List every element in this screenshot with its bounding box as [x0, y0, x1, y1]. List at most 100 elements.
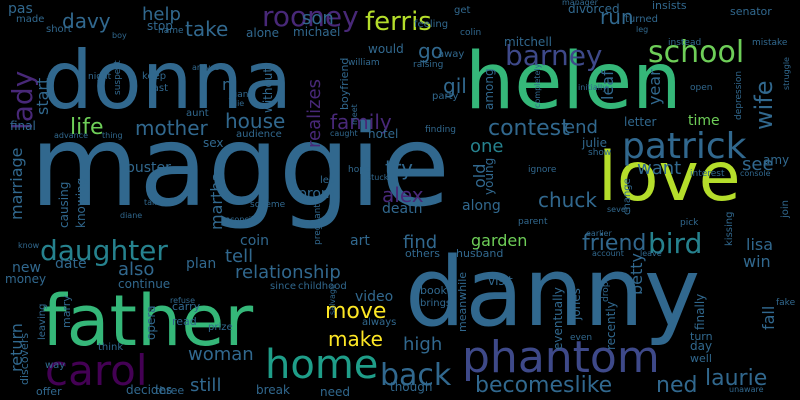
word-martha: martha: [207, 172, 226, 230]
word-also: also: [118, 259, 154, 280]
word-patrick: patrick: [622, 126, 747, 167]
word-others: others: [405, 247, 440, 260]
word-raising: raising: [413, 60, 443, 70]
word-carol: carol: [45, 346, 148, 395]
word-sex: sex: [203, 136, 224, 150]
word-knowing: knowing: [74, 178, 88, 228]
word-among: among: [482, 68, 496, 110]
word-back: back: [380, 358, 452, 393]
word-rooney: rooney: [262, 0, 359, 33]
word-leo: leo: [320, 175, 335, 186]
word-day: day: [690, 339, 712, 353]
word-wife: wife: [750, 80, 778, 130]
word-bird: bird: [648, 227, 702, 260]
word-feeling: feeling: [414, 19, 448, 30]
word-carry: carry: [172, 300, 201, 313]
word-pas: pas: [8, 1, 33, 17]
word-mother: mother: [135, 116, 209, 140]
word-final: final: [10, 119, 36, 133]
word-along: along: [462, 198, 501, 214]
word-reconcile: reconcile: [222, 215, 258, 224]
word-davy: davy: [62, 9, 111, 33]
word-change: change: [622, 178, 633, 215]
word-want: want: [637, 158, 681, 179]
word-fall: fall: [759, 306, 778, 330]
word-childhood: childhood: [298, 281, 347, 292]
word-young: young: [482, 158, 496, 195]
word-drop: drop: [601, 281, 611, 302]
word-divorced: divorced: [568, 2, 620, 16]
word-ned: ned: [656, 373, 697, 398]
word-relationship: relationship: [235, 262, 341, 283]
word-art: art: [350, 233, 370, 249]
word-need: need: [320, 385, 350, 399]
word-interest: interest: [690, 169, 725, 179]
word-initially: initially: [578, 83, 607, 92]
word-old: old: [470, 164, 489, 188]
word-get: get: [454, 5, 471, 16]
word-boyfriend: boyfriend: [338, 58, 351, 110]
word-would: would: [368, 42, 404, 56]
word-buster: buster: [126, 160, 171, 176]
word-gil: gil: [443, 74, 467, 98]
word-husband: husband: [456, 247, 503, 260]
word-house: house: [225, 109, 285, 133]
word-garden: garden: [471, 231, 527, 250]
word-name: name: [158, 26, 184, 36]
word-offer: offer: [36, 385, 62, 398]
word-break: break: [256, 383, 290, 397]
word-visit: visit: [488, 274, 513, 288]
word-arrives: arrives: [192, 63, 219, 72]
word-turned: turned: [625, 14, 658, 25]
word-aunt: aunt: [186, 108, 209, 119]
word-parent: parent: [518, 217, 548, 227]
word-leaving: leaving: [37, 304, 48, 340]
word-short: short: [46, 24, 72, 35]
word-turn: turn: [690, 330, 713, 343]
word-show: show: [588, 148, 611, 158]
word-leaf: leaf: [598, 70, 617, 100]
word-thing: thing: [102, 131, 123, 140]
word-stuck: stuck: [367, 173, 389, 182]
word-fake: fake: [776, 298, 796, 308]
word-suspect: suspect: [113, 60, 123, 95]
word-mistake: mistake: [752, 38, 788, 48]
word-made: made: [16, 14, 44, 25]
word-lisa: lisa: [746, 235, 773, 254]
word-juan: juan: [228, 90, 248, 100]
word-alone: alone: [246, 26, 279, 40]
word-since: since: [270, 281, 296, 292]
word-prom: prom: [298, 186, 335, 202]
word-continue: continue: [118, 277, 170, 291]
word-manager: manager: [562, 0, 599, 7]
word-money: money: [5, 272, 46, 286]
word-son: son: [302, 8, 334, 29]
word-julie: julie: [581, 136, 607, 150]
word-school: school: [648, 35, 744, 70]
word-becomeslike: becomeslike: [475, 373, 612, 398]
word-insists: insists: [652, 0, 687, 12]
word-discovers: discovers: [18, 333, 31, 385]
word-hope: hope: [348, 165, 371, 175]
word-marry: marry: [60, 295, 73, 328]
word-see: see: [742, 154, 774, 175]
word-video: video: [355, 289, 393, 305]
word-win: win: [743, 252, 771, 271]
word-high: high: [403, 334, 442, 355]
word-think: think: [98, 342, 123, 353]
word-still: still: [190, 375, 221, 396]
word-meet: meet: [350, 104, 359, 125]
word-betty: betty: [627, 253, 646, 295]
word-completely: completely: [533, 63, 542, 108]
word-letter: letter: [624, 115, 657, 129]
word-open: open: [690, 83, 712, 93]
word-make: make: [328, 327, 383, 351]
word-realizes: realizes: [304, 79, 325, 148]
word-struggle: struggle: [782, 57, 791, 90]
word-pick: pick: [680, 218, 699, 228]
word-jones: jones: [569, 288, 583, 321]
word-love: love: [598, 138, 741, 217]
word-keep: keep: [142, 71, 166, 82]
